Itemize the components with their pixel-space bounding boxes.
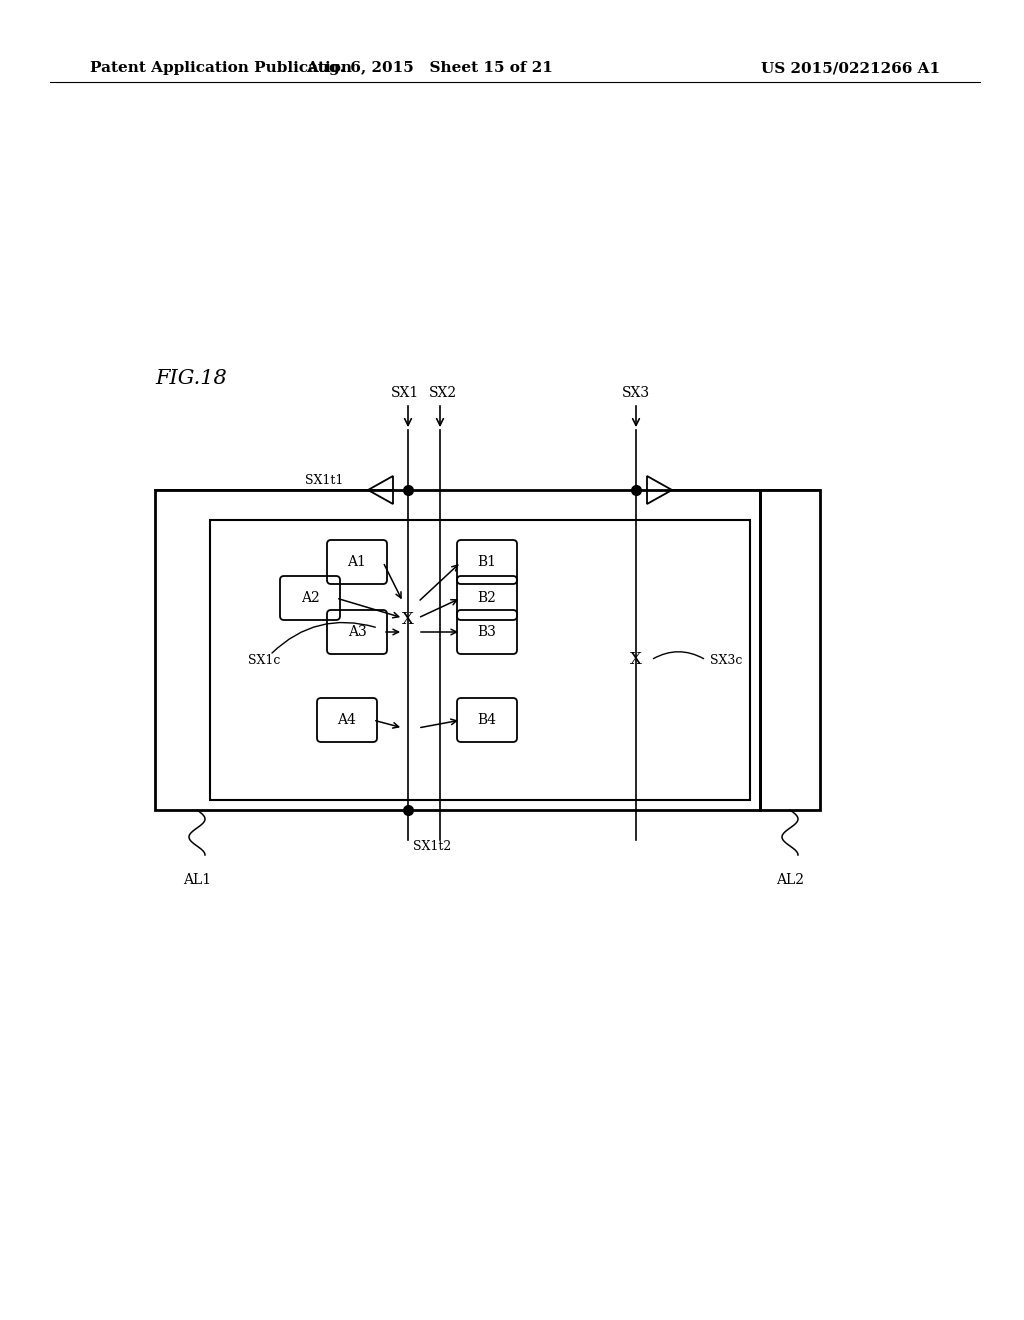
Bar bbox=[155, 490, 760, 810]
Text: Aug. 6, 2015   Sheet 15 of 21: Aug. 6, 2015 Sheet 15 of 21 bbox=[306, 61, 553, 75]
Text: A1: A1 bbox=[347, 554, 367, 569]
Text: SX1t1: SX1t1 bbox=[304, 474, 343, 487]
Text: X: X bbox=[402, 611, 414, 628]
Text: SX3: SX3 bbox=[622, 385, 650, 400]
Bar bbox=[760, 490, 820, 810]
Text: Patent Application Publication: Patent Application Publication bbox=[90, 61, 352, 75]
Text: SX1t2: SX1t2 bbox=[413, 840, 452, 853]
Text: FIG.18: FIG.18 bbox=[155, 368, 226, 388]
Text: AL2: AL2 bbox=[776, 873, 804, 887]
Text: X: X bbox=[630, 652, 642, 668]
Text: SX2: SX2 bbox=[429, 385, 457, 400]
Text: SX1c: SX1c bbox=[248, 653, 281, 667]
Text: B2: B2 bbox=[477, 591, 497, 605]
Text: A3: A3 bbox=[347, 624, 367, 639]
Text: US 2015/0221266 A1: US 2015/0221266 A1 bbox=[761, 61, 940, 75]
Text: A2: A2 bbox=[301, 591, 319, 605]
Bar bbox=[210, 520, 750, 800]
Text: SX3c: SX3c bbox=[710, 653, 742, 667]
Text: B1: B1 bbox=[477, 554, 497, 569]
Text: AL1: AL1 bbox=[183, 873, 211, 887]
Text: A4: A4 bbox=[338, 713, 356, 727]
Text: SX1: SX1 bbox=[391, 385, 419, 400]
Text: B4: B4 bbox=[477, 713, 497, 727]
Text: B3: B3 bbox=[477, 624, 497, 639]
